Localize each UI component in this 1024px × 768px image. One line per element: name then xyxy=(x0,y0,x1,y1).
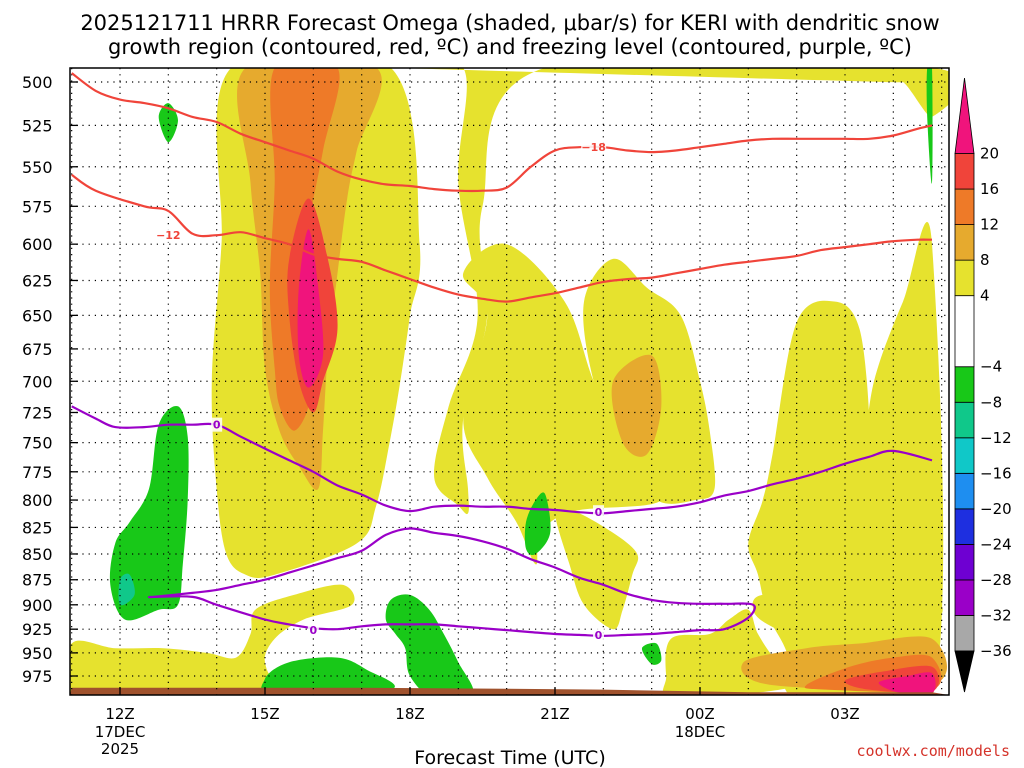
colorbar-label-7: −12 xyxy=(980,429,1012,447)
colorbar-bin-8 xyxy=(954,224,975,261)
colorbar-bin-4 xyxy=(954,259,975,297)
omega-region-4-6 xyxy=(70,584,358,695)
colorbar-bin-minus32 xyxy=(954,579,975,616)
colorbar-bin-minus4 xyxy=(954,295,975,368)
omega-region-4-1 xyxy=(400,68,949,515)
x-tick-sublabel-12: 18DEC xyxy=(675,723,726,741)
contour-dgz-minus-18 xyxy=(71,72,933,193)
contour-label-layer: −12 −18 0 0 0 0 xyxy=(155,140,607,642)
y-tick-label-875: 875 xyxy=(22,571,53,590)
y-tick-label-850: 850 xyxy=(22,545,53,564)
contour-label-bg-0 xyxy=(155,228,181,243)
omega-region-minus4-23 xyxy=(641,642,662,665)
omega-region-4-5 xyxy=(554,506,639,630)
colorbar-label-2: 12 xyxy=(980,216,999,234)
x-tick-label-3: 15Z xyxy=(250,705,279,723)
contour-label-5: 0 xyxy=(595,629,603,642)
y-tick-label-975: 975 xyxy=(22,667,53,686)
y-tick-label-900: 900 xyxy=(22,596,53,615)
contour-label-bg-4 xyxy=(307,623,319,638)
colorbar-label-6: −8 xyxy=(980,393,1002,411)
contour-freezing-level-lower xyxy=(147,527,756,637)
y-tick-label-575: 575 xyxy=(22,197,53,216)
colorbar-bin-16 xyxy=(954,153,975,190)
contour-label-bg-1 xyxy=(581,140,607,155)
y-tick-label-925: 925 xyxy=(22,620,53,639)
colorbar-label-11: −28 xyxy=(980,571,1012,589)
omega-region-minus4-19 xyxy=(109,405,189,621)
y-tick-label-700: 700 xyxy=(22,372,53,391)
colorbar-label-4: 4 xyxy=(980,287,990,305)
contour-label-1: −18 xyxy=(581,141,606,154)
colorbar: 20 16 12 8 4 −4 −8 −12 −16 −20 −24 −28 −32 −36 xyxy=(954,77,1012,693)
terrain-strip xyxy=(70,687,949,695)
omega-region-minus4-21 xyxy=(385,594,474,695)
y-tick-label-625: 625 xyxy=(22,271,53,290)
colorbar-label-10: −24 xyxy=(980,535,1012,553)
y-tick-label-800: 800 xyxy=(22,491,53,510)
y-tick-label-775: 775 xyxy=(22,463,53,482)
chart-title-line-2: growth region (contoured, red, ºC) and f… xyxy=(108,35,912,59)
x-tick-label-9: 21Z xyxy=(540,705,569,723)
x-tick-label-15: 03Z xyxy=(830,705,859,723)
colorbar-top-triangle xyxy=(954,77,975,154)
colorbar-bin-minus12 xyxy=(954,401,975,439)
colorbar-label-9: −20 xyxy=(980,500,1012,518)
x-tick-label-12: 00Z xyxy=(685,705,714,723)
y-tick-label-500: 500 xyxy=(22,73,53,92)
colorbar-label-3: 8 xyxy=(980,251,990,269)
contour-label-0: −12 xyxy=(156,229,181,242)
y-tick-label-600: 600 xyxy=(22,235,53,254)
contour-dgz-minus-12 xyxy=(71,173,933,303)
x-tick-label-0: 12Z xyxy=(105,705,134,723)
plot-area: −12 −18 0 0 0 0 xyxy=(70,68,949,695)
colorbar-bottom-triangle xyxy=(954,650,975,693)
omega-region-4-2 xyxy=(462,243,663,565)
omega-region-8-10 xyxy=(611,354,662,457)
colorbar-bin-minus16 xyxy=(954,437,975,474)
colorbar-bin-minus8 xyxy=(954,366,975,403)
colorbar-bin-minus20 xyxy=(954,472,975,510)
contour-label-4: 0 xyxy=(310,624,318,637)
colorbar-label-8: −16 xyxy=(980,464,1012,482)
colorbar-bin-minus24 xyxy=(954,508,975,545)
colorbar-bin-12 xyxy=(954,188,975,225)
y-tick-label-650: 650 xyxy=(22,306,53,325)
colorbar-label-5: −4 xyxy=(980,358,1002,376)
contour-label-bg-2 xyxy=(211,417,223,432)
colorbar-label-0: 20 xyxy=(980,145,999,163)
y-tick-label-675: 675 xyxy=(22,340,53,359)
colorbar-bin-minus28 xyxy=(954,544,975,581)
contour-label-2: 0 xyxy=(213,419,221,432)
grid-layer xyxy=(70,68,949,695)
y-tick-label-950: 950 xyxy=(22,644,53,663)
colorbar-label-13: −36 xyxy=(980,642,1012,660)
x-tick-label-6: 18Z xyxy=(395,705,424,723)
x-tick-sublabel-0: 17DEC xyxy=(95,723,146,741)
source-credit: coolwx.com/models xyxy=(856,742,1010,760)
colorbar-label-1: 16 xyxy=(980,180,999,198)
y-tick-label-750: 750 xyxy=(22,434,53,453)
pressure-axis: 500 525 550 575 600 625 650 675 700 725 750 775 800 8… xyxy=(22,73,78,686)
omega-region-minus8-25 xyxy=(118,573,135,606)
y-tick-label-825: 825 xyxy=(22,518,53,537)
y-tick-label-550: 550 xyxy=(22,158,53,177)
y-tick-label-525: 525 xyxy=(22,116,53,135)
terrain-layer xyxy=(70,687,949,695)
colorbar-label-12: −32 xyxy=(980,606,1012,624)
omega-region-minus4-18 xyxy=(158,103,178,143)
contour-label-bg-5 xyxy=(592,627,604,642)
x-axis-title: Forecast Time (UTC) xyxy=(414,747,605,768)
contour-label-3: 0 xyxy=(595,506,603,519)
contour-label-bg-3 xyxy=(592,505,604,520)
omega-region-minus4-22 xyxy=(261,657,395,695)
omega-region-20-16 xyxy=(297,229,324,388)
x-tick-sublabel2-0: 2025 xyxy=(101,740,139,758)
y-tick-label-725: 725 xyxy=(22,403,53,422)
chart-title-line-1: 2025121711 HRRR Forecast Omega (shaded, … xyxy=(80,11,939,35)
colorbar-bin-minus36 xyxy=(954,615,975,652)
